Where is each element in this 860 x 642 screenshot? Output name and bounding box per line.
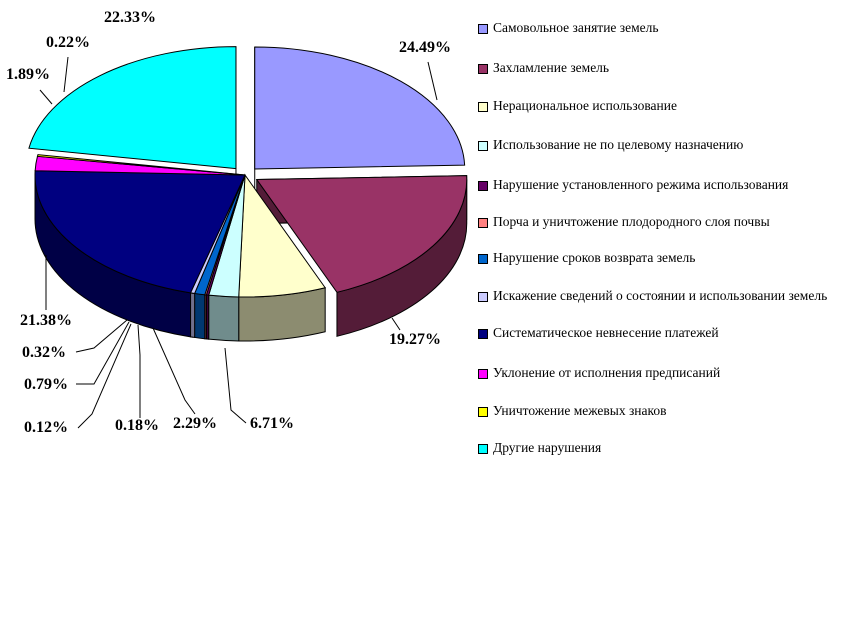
pie-slice xyxy=(254,46,466,170)
legend-item: Уничтожение межевых знаков xyxy=(478,403,858,419)
legend-swatch xyxy=(478,24,488,34)
data-label: 0.12% xyxy=(24,419,68,436)
label-leader-line xyxy=(75,319,128,353)
legend-swatch xyxy=(478,141,488,151)
data-label: 0.79% xyxy=(24,376,68,393)
data-label: 22.33% xyxy=(104,9,156,26)
pie-slice xyxy=(28,46,237,170)
legend-item: Уклонение от исполнения предписаний xyxy=(478,365,858,381)
legend-swatch xyxy=(478,407,488,417)
legend-item: Систематическое невнесение платежей xyxy=(478,325,858,341)
legend-swatch xyxy=(478,292,488,302)
legend-label: Нарушение установленного режима использо… xyxy=(493,177,789,192)
legend-item: Порча и уничтожение плодородного слоя по… xyxy=(478,214,858,230)
label-leaders xyxy=(39,56,438,429)
pie-slice xyxy=(36,154,246,176)
legend-label: Уничтожение межевых знаков xyxy=(493,403,667,418)
pie-slice xyxy=(255,175,468,293)
data-label: 24.49% xyxy=(399,39,451,56)
legend-swatch xyxy=(478,444,488,454)
legend-label: Другие нарушения xyxy=(493,440,602,455)
data-label: 6.71% xyxy=(250,415,294,432)
label-leader-line xyxy=(63,56,69,93)
legend-label: Нерациональное использование xyxy=(493,98,677,113)
legend-item: Нерациональное использование xyxy=(478,98,858,114)
pie-slice-side xyxy=(208,294,240,342)
label-leader-line xyxy=(152,327,196,415)
legend-swatch xyxy=(478,218,488,228)
label-leader-line xyxy=(224,347,247,424)
legend-swatch xyxy=(478,369,488,379)
legend-swatch xyxy=(478,102,488,112)
legend-item: Использование не по целевому назначению xyxy=(478,137,858,153)
legend-label: Захламление земель xyxy=(493,60,610,75)
label-leader-line xyxy=(77,323,132,429)
legend-swatch xyxy=(478,64,488,74)
label-leader-line xyxy=(39,89,53,105)
legend-label: Систематическое невнесение платежей xyxy=(493,325,719,340)
data-label: 0.32% xyxy=(22,344,66,361)
legend-label: Нарушение сроков возврата земель xyxy=(493,250,696,265)
label-leader-line xyxy=(76,321,130,385)
legend-label: Уклонение от исполнения предписаний xyxy=(493,365,721,380)
legend-item: Нарушение установленного режима использо… xyxy=(478,177,858,193)
percent-labels: 24.49% 19.27% 6.71% 2.29% 0.18% 0.12% 0.79% 0.3… xyxy=(6,9,451,436)
label-leader-line xyxy=(391,317,401,331)
pie-tops xyxy=(28,46,468,298)
data-label: 21.38% xyxy=(20,312,72,329)
data-label: 0.22% xyxy=(46,34,90,51)
legend-swatch xyxy=(478,181,488,191)
pie-slice-side xyxy=(194,292,206,340)
data-label: 19.27% xyxy=(389,331,441,348)
label-leader-line xyxy=(137,324,141,418)
pie-slice-side xyxy=(190,292,196,339)
legend-swatch xyxy=(478,329,488,339)
pie-slice xyxy=(34,170,246,294)
legend-item: Самовольное занятие земель xyxy=(478,20,858,36)
legend-item: Искажение сведений о состоянии и использ… xyxy=(478,288,858,304)
label-leader-line xyxy=(427,61,438,101)
data-label: 2.29% xyxy=(173,415,217,432)
legend-label: Порча и уничтожение плодородного слоя по… xyxy=(493,214,770,229)
legend-item: Захламление земель xyxy=(478,60,858,76)
legend-item: Другие нарушения xyxy=(478,440,858,456)
legend-label: Использование не по целевому назначению xyxy=(493,137,744,152)
data-label: 0.18% xyxy=(115,417,159,434)
legend-label: Самовольное занятие земель xyxy=(493,20,659,35)
legend-swatch xyxy=(478,254,488,264)
legend-label: Искажение сведений о состоянии и использ… xyxy=(493,288,828,303)
legend-item: Нарушение сроков возврата земель xyxy=(478,250,858,266)
data-label: 1.89% xyxy=(6,66,50,83)
